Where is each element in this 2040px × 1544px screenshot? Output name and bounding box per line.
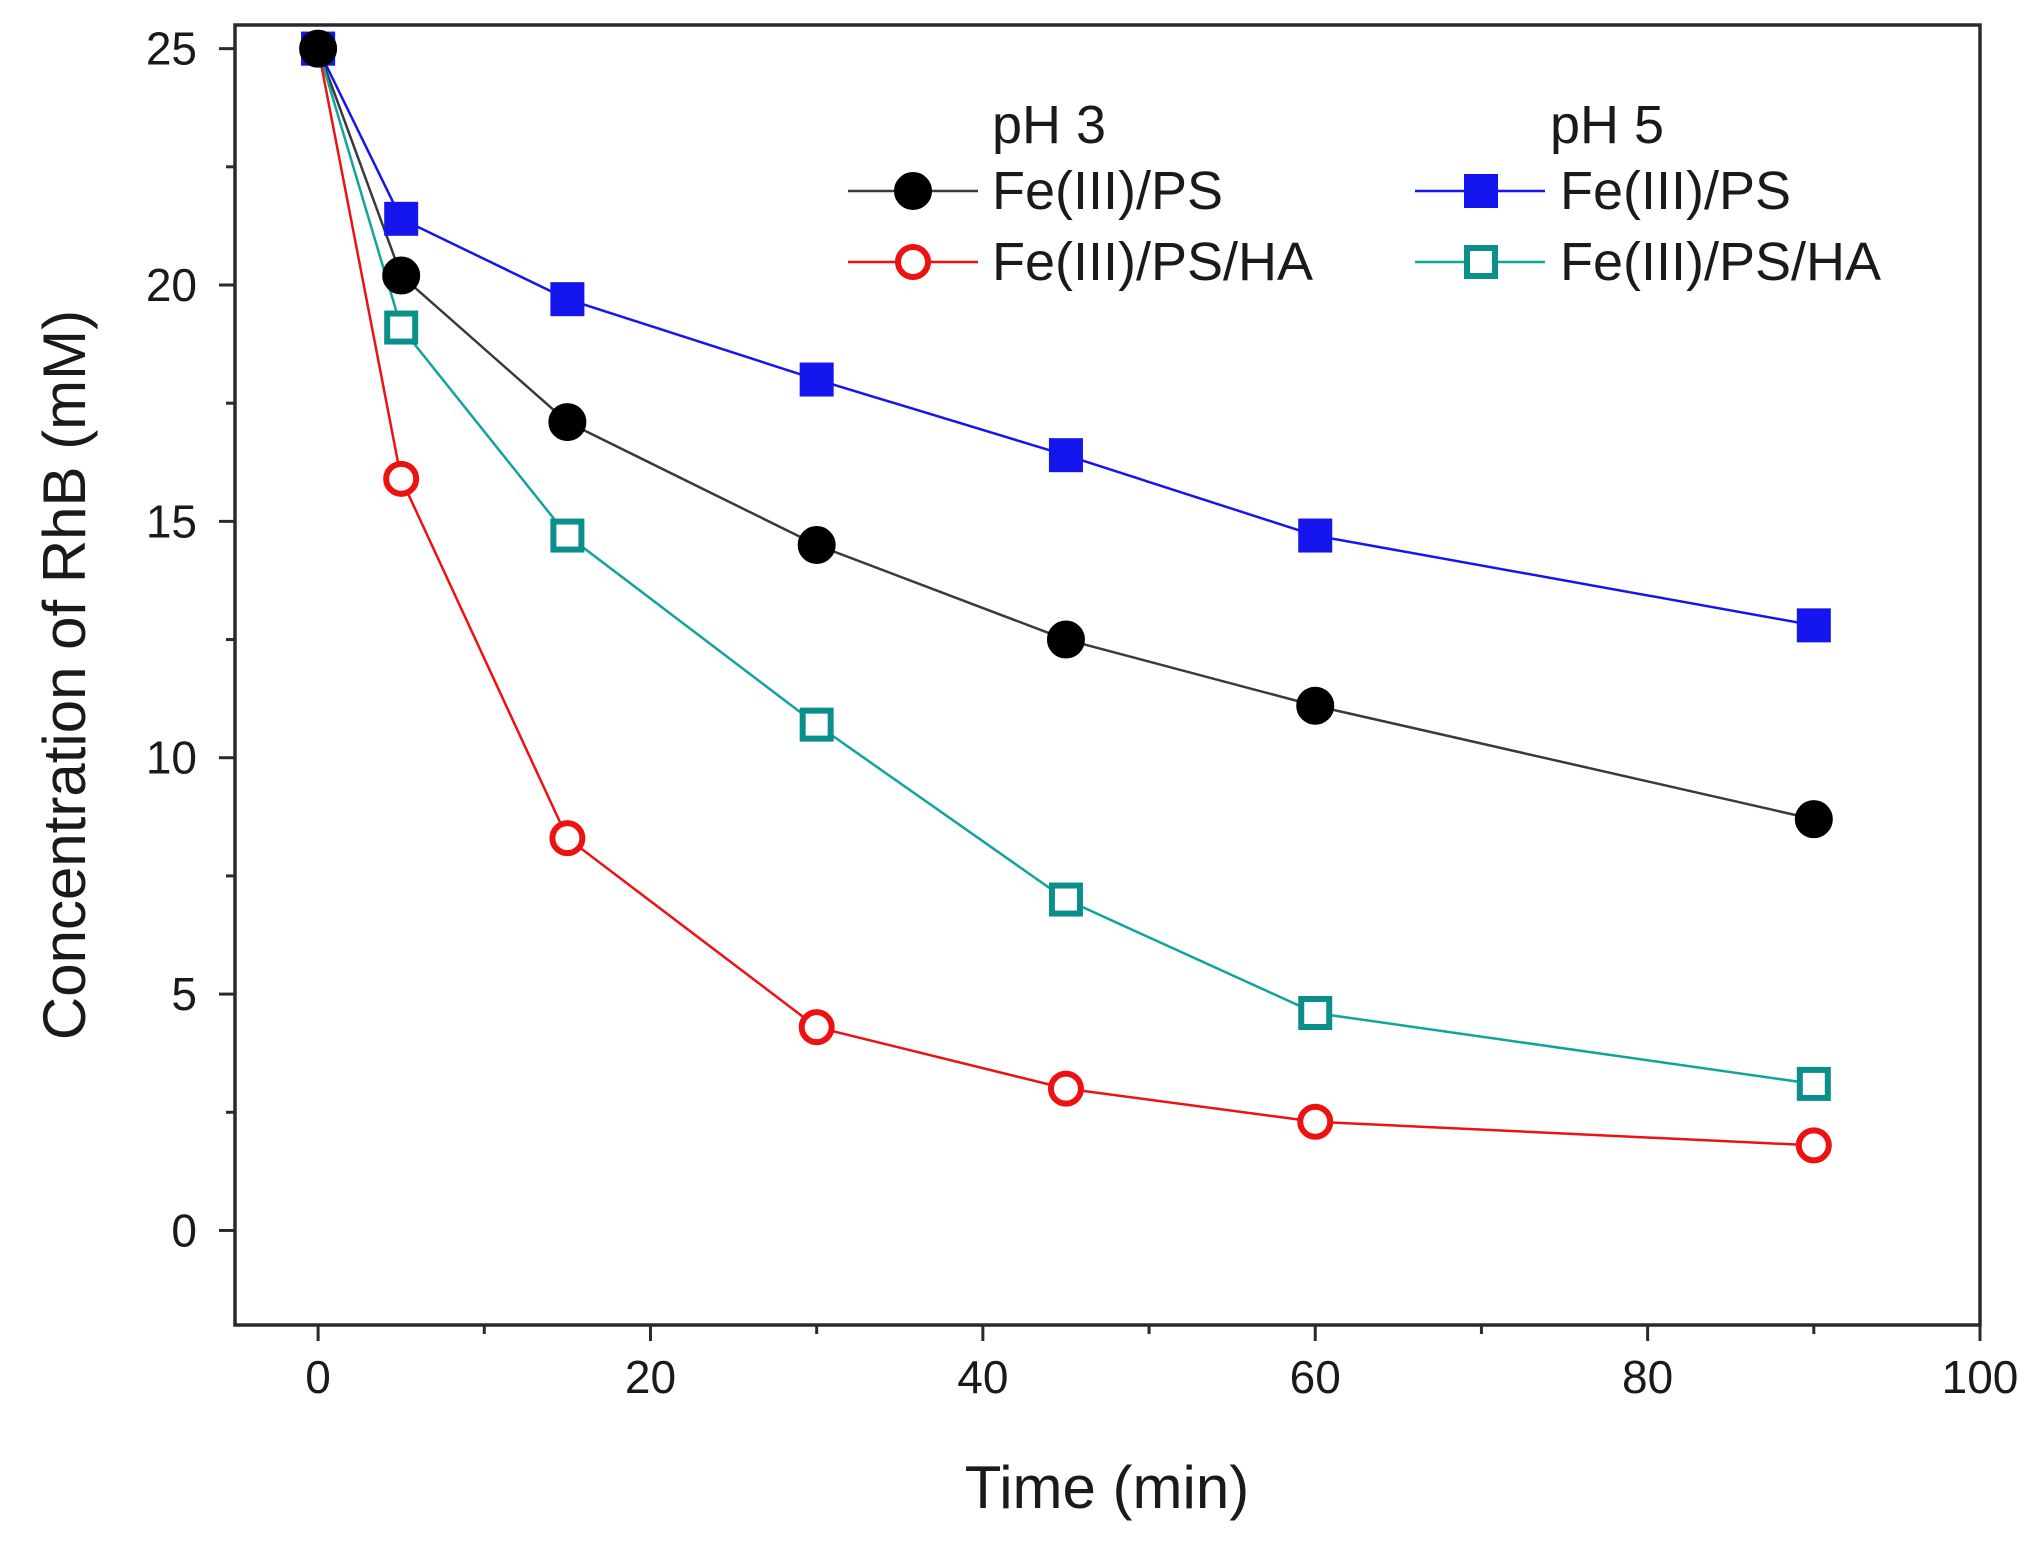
y-tick-label: 15: [146, 495, 197, 547]
legend-label-ph5-fe-ps: Fe(III)/PS: [1560, 161, 1791, 221]
data-point-ph-3-fe-iii-ps: [797, 526, 836, 564]
data-point-ph-5-fe-iii-ps: [550, 282, 585, 317]
plot-frame: [233, 23, 1982, 1327]
data-point-ph-3-fe-iii-ps: [1794, 800, 1833, 839]
y-tick-label: 25: [146, 23, 197, 75]
legend-label-ph5-fe-ps-ha: Fe(III)/PS/HA: [1560, 232, 1881, 292]
data-point-ph-5-fe-iii-ps-ha: [1298, 996, 1333, 1030]
data-point-ph-3-fe-iii-ps: [1046, 620, 1085, 659]
legend-label-ph3-fe-ps: Fe(III)/PS: [992, 161, 1223, 221]
legend-group-ph5: pH 5: [1550, 95, 1664, 155]
legend-marker-ph5-fe-ps-ha: [1464, 245, 1498, 279]
data-point-ph-5-fe-iii-ps: [1796, 608, 1831, 643]
legend-marker-ph3-fe-ps-ha: [895, 244, 931, 280]
data-point-ph-5-fe-iii-ps: [1048, 438, 1083, 473]
series-markers: [299, 29, 1833, 1164]
data-point-ph-5-fe-iii-ps: [384, 201, 419, 236]
legend: pH 3 pH 5 Fe(III)/PS Fe(III)/PS/HA Fe(II…: [848, 95, 1881, 292]
data-point-ph-3-fe-iii-ps: [1296, 686, 1335, 725]
data-point-ph-5-fe-iii-ps-ha: [799, 707, 834, 742]
legend-marker-ph3-fe-ps: [894, 172, 932, 210]
data-point-ph-3-fe-iii-ps-ha: [549, 820, 586, 857]
x-tick-label: 0: [305, 1351, 331, 1403]
y-tick-label: 20: [146, 259, 197, 311]
data-point-ph-3-fe-iii-ps: [299, 29, 338, 68]
data-point-ph-5-fe-iii-ps-ha: [1048, 882, 1083, 917]
y-axis-title: Concentration of RhB (mM): [31, 310, 98, 1040]
x-tick-label: 80: [1622, 1351, 1673, 1403]
legend-label-ph3-fe-ps-ha: Fe(III)/PS/HA: [992, 232, 1313, 292]
data-point-ph-3-fe-iii-ps: [548, 403, 587, 442]
data-point-ph-5-fe-iii-ps-ha: [384, 310, 419, 345]
y-tick-label: 5: [171, 968, 197, 1020]
axis-ticks: 0 20 40 60 80 100 0 5 10 15 20 25: [146, 23, 2019, 1403]
data-point-ph-3-fe-iii-ps-ha: [1047, 1070, 1084, 1107]
data-point-ph-5-fe-iii-ps: [1298, 518, 1333, 553]
legend-marker-ph5-fe-ps: [1464, 174, 1498, 208]
data-point-ph-3-fe-iii-ps-ha: [1795, 1127, 1832, 1164]
x-tick-label: 40: [957, 1351, 1008, 1403]
data-point-ph-3-fe-iii-ps-ha: [1297, 1103, 1334, 1140]
y-tick-label: 10: [146, 732, 197, 784]
x-tick-label: 20: [625, 1351, 676, 1403]
data-point-ph-5-fe-iii-ps-ha: [1796, 1066, 1831, 1101]
x-tick-label: 60: [1290, 1351, 1341, 1403]
data-point-ph-3-fe-iii-ps-ha: [798, 1009, 835, 1046]
data-point-ph-5-fe-iii-ps: [799, 362, 834, 397]
data-point-ph-5-fe-iii-ps-ha: [550, 518, 585, 553]
x-tick-label: 100: [1942, 1351, 2019, 1403]
y-tick-label: 0: [171, 1204, 197, 1256]
x-axis-title: Time (min): [965, 1454, 1249, 1521]
data-point-ph-3-fe-iii-ps: [382, 256, 421, 295]
legend-group-ph3: pH 3: [992, 95, 1106, 155]
data-point-ph-3-fe-iii-ps-ha: [383, 460, 420, 497]
